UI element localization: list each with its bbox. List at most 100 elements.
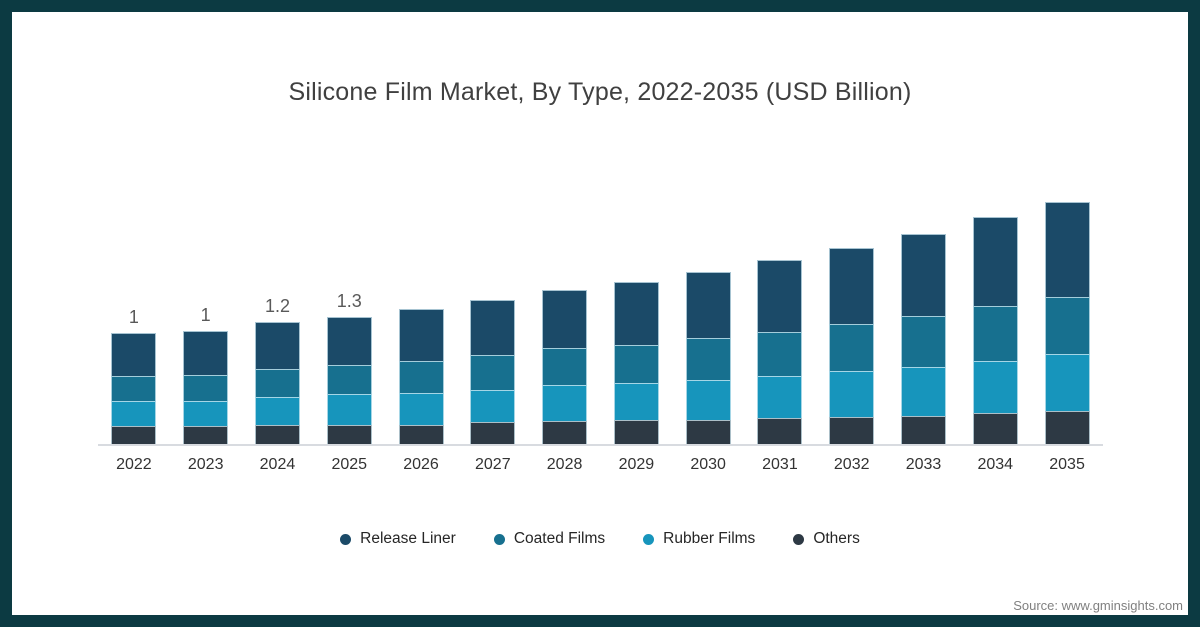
x-tick-label: 2033 (905, 456, 942, 473)
bar-segment-rubber-films (1044, 354, 1090, 411)
x-axis-line (98, 444, 1103, 446)
bar-segment-others (111, 426, 157, 444)
bar-segment-release-liner (111, 333, 157, 376)
x-tick-label: 2035 (1049, 456, 1085, 473)
bar-2029: 2029 (613, 282, 659, 473)
bar-segment-coated-films (829, 324, 875, 371)
bar-segment-others (542, 421, 588, 444)
bar-segment-release-liner (829, 248, 875, 324)
bar-2024: 1.2 2024 (254, 296, 300, 473)
bar-segment-coated-films (900, 316, 946, 367)
legend-item-others: Others (793, 530, 860, 548)
bar-segment-coated-films (613, 345, 659, 383)
bar-2025: 1.3 2025 (326, 291, 372, 473)
bar-2026: 2026 (398, 309, 444, 473)
bar-segment-rubber-films (326, 394, 372, 425)
x-tick-label: 2029 (618, 456, 655, 473)
legend-label: Release Liner (360, 530, 456, 547)
bar-2032: 2032 (829, 248, 875, 473)
bar-segment-coated-films (254, 369, 300, 397)
bar-segment-coated-films (111, 376, 157, 401)
x-tick-label: 2032 (833, 456, 870, 473)
x-tick-label: 2026 (403, 456, 439, 473)
legend-label: Rubber Films (663, 530, 756, 547)
bar-2033: 2033 (900, 234, 946, 473)
legend: Release Liner Coated Films Rubber Films Oth… (12, 530, 1188, 548)
bar-2035: 2035 (1044, 202, 1090, 473)
bar-segment-rubber-films (757, 376, 803, 418)
x-tick-label: 2031 (762, 456, 798, 473)
bar-segment-release-liner (183, 331, 229, 375)
bar-segment-rubber-films (900, 367, 946, 416)
bar-segment-others (183, 426, 229, 444)
bar-value-label: 1.3 (336, 291, 362, 311)
bar-2028: 2028 (542, 290, 588, 473)
bar-segment-release-liner (470, 300, 516, 355)
bar-segment-coated-films (183, 375, 229, 401)
x-tick-label: 2027 (475, 456, 511, 473)
bar-segment-others (326, 425, 372, 444)
bar-2031: 2031 (757, 260, 803, 473)
chart-title: Silicone Film Market, By Type, 2022-2035… (288, 78, 912, 106)
bar-segment-release-liner (613, 282, 659, 345)
x-tick-label: 2023 (187, 456, 224, 473)
bar-segment-rubber-films (183, 401, 229, 426)
bar-segment-release-liner (326, 317, 372, 365)
bar-value-label: 1.2 (264, 296, 290, 316)
bar-segment-others (685, 420, 731, 444)
source-attribution: Source: www.gminsights.com (1013, 598, 1183, 613)
bar-segment-coated-films (685, 338, 731, 380)
bar-segment-release-liner (972, 217, 1018, 306)
bar-segment-rubber-films (542, 385, 588, 421)
bar-segment-coated-films (326, 365, 372, 394)
bar-segment-release-liner (542, 290, 588, 348)
x-tick-label: 2028 (546, 456, 583, 473)
bar-segment-rubber-films (685, 380, 731, 420)
legend-dot-icon (793, 533, 805, 545)
bar-segment-rubber-films (398, 393, 444, 425)
bar-2030: 2030 (685, 272, 731, 473)
bar-segment-others (1044, 411, 1090, 444)
bar-segment-coated-films (972, 306, 1018, 361)
bar-segment-others (254, 425, 300, 444)
bar-segment-release-liner (900, 234, 946, 316)
bar-segment-coated-films (542, 348, 588, 385)
bar-value-label: 1 (200, 305, 211, 325)
bar-segment-release-liner (685, 272, 731, 338)
legend-label: Others (813, 530, 860, 547)
bar-segment-others (613, 420, 659, 444)
bar-value-label: 1 (128, 307, 139, 327)
x-tick-label: 2030 (690, 456, 726, 473)
legend-item-coated-films: Coated Films (493, 530, 606, 548)
legend-item-release-liner: Release Liner (340, 530, 456, 548)
bar-segment-others (972, 413, 1018, 444)
legend-item-rubber-films: Rubber Films (643, 530, 755, 548)
bar-segment-others (900, 416, 946, 444)
bar-segment-others (398, 425, 444, 444)
bar-segment-rubber-films (829, 371, 875, 417)
bar-2034: 2034 (972, 217, 1018, 473)
x-tick-label: 2024 (259, 456, 296, 473)
legend-label: Coated Films (513, 530, 606, 547)
bar-segment-coated-films (470, 355, 516, 390)
bar-segment-release-liner (757, 260, 803, 332)
bar-segment-rubber-films (613, 383, 659, 420)
bar-segment-rubber-films (470, 390, 516, 422)
bar-segment-coated-films (398, 361, 444, 393)
x-tick-label: 2034 (977, 456, 1014, 473)
bar-chart: 1 2022 1 2023 1.2 2024 1.3 2025 2026 2027 2028 2029… (98, 180, 1103, 473)
bar-segment-rubber-films (111, 401, 157, 426)
bar-segment-others (470, 422, 516, 444)
bar-segment-release-liner (254, 322, 300, 369)
bar-2023: 1 2023 (183, 305, 229, 473)
bar-segment-rubber-films (972, 361, 1018, 413)
x-tick-label: 2025 (331, 456, 368, 473)
bar-segment-coated-films (1044, 297, 1090, 354)
legend-dot-icon (340, 533, 352, 545)
bar-segment-others (757, 418, 803, 444)
bar-2027: 2027 (470, 300, 516, 473)
bar-segment-release-liner (1044, 202, 1090, 297)
legend-dot-icon (643, 533, 655, 545)
bar-segment-release-liner (398, 309, 444, 361)
